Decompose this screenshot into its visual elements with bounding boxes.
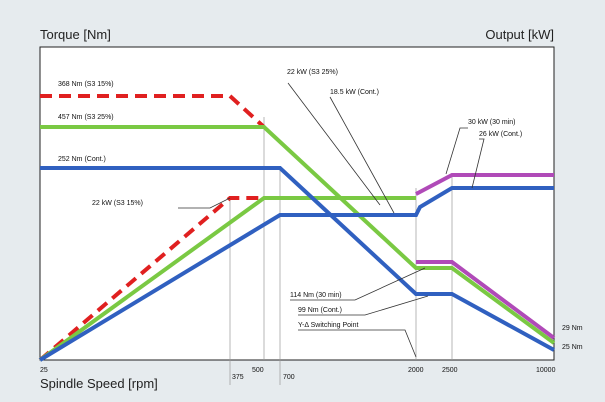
series-output-cont xyxy=(38,186,554,362)
annotation-label: 29 Nm xyxy=(562,325,583,332)
annotation-label: 22 kW (S3 25%) xyxy=(287,69,338,76)
x-tick-label: 375 xyxy=(232,374,244,381)
annotation-label: 25 Nm xyxy=(562,344,583,351)
annotation-label: 22 kW (S3 15%) xyxy=(92,200,143,207)
x-tick-labels: 375 500 700 2000 2500 10000 xyxy=(232,367,556,381)
x-tick-label: 500 xyxy=(252,367,264,374)
y-left-label: Torque [Nm] xyxy=(40,27,111,42)
leader-22kw-s3-15 xyxy=(178,197,231,209)
annotation-label: 114 Nm (30 min) xyxy=(290,292,342,299)
annotation-label: 18.5 kW (Cont.) xyxy=(330,89,379,96)
leader-lines xyxy=(178,82,485,358)
series-output-30min xyxy=(415,173,554,196)
annotation-label: Y-Δ Switching Point xyxy=(298,322,359,329)
series-torque-30min xyxy=(416,260,556,340)
x-tick-label: 2500 xyxy=(442,367,458,374)
leader-26kw xyxy=(471,138,485,189)
series-layer xyxy=(38,94,556,362)
leader-18-5kw xyxy=(329,96,395,214)
annotations: 368 Nm (S3 15%) 457 Nm (S3 25%) 252 Nm (… xyxy=(58,69,583,351)
series-torque-s3-15 xyxy=(40,94,266,129)
annotation-label: 457 Nm (S3 25%) xyxy=(58,114,114,121)
leader-22kw-s3-25 xyxy=(287,82,381,206)
x-tick-label: 2000 xyxy=(408,367,424,374)
x-tick-label: 10000 xyxy=(536,367,556,374)
x-axis-label: Spindle Speed [rpm] xyxy=(40,376,158,391)
annotation-label: 368 Nm (S3 15%) xyxy=(58,81,114,88)
leader-yd xyxy=(298,329,417,358)
series-output-s3-25 xyxy=(38,196,416,362)
annotation-label: 252 Nm (Cont.) xyxy=(58,156,106,163)
x-tick-label: 700 xyxy=(283,374,295,381)
annotation-label: 99 Nm (Cont.) xyxy=(298,307,342,314)
leader-30kw xyxy=(445,127,468,175)
y-right-label: Output [kW] xyxy=(485,27,554,42)
series-torque-s3-25 xyxy=(40,125,556,345)
leader-99nm xyxy=(298,295,429,316)
leader-114nm xyxy=(290,267,426,301)
x-start-label: 25 xyxy=(40,367,48,374)
annotation-label: 26 kW (Cont.) xyxy=(479,131,522,138)
annotation-label: 30 kW (30 min) xyxy=(468,119,515,126)
series-torque-cont xyxy=(40,166,555,352)
